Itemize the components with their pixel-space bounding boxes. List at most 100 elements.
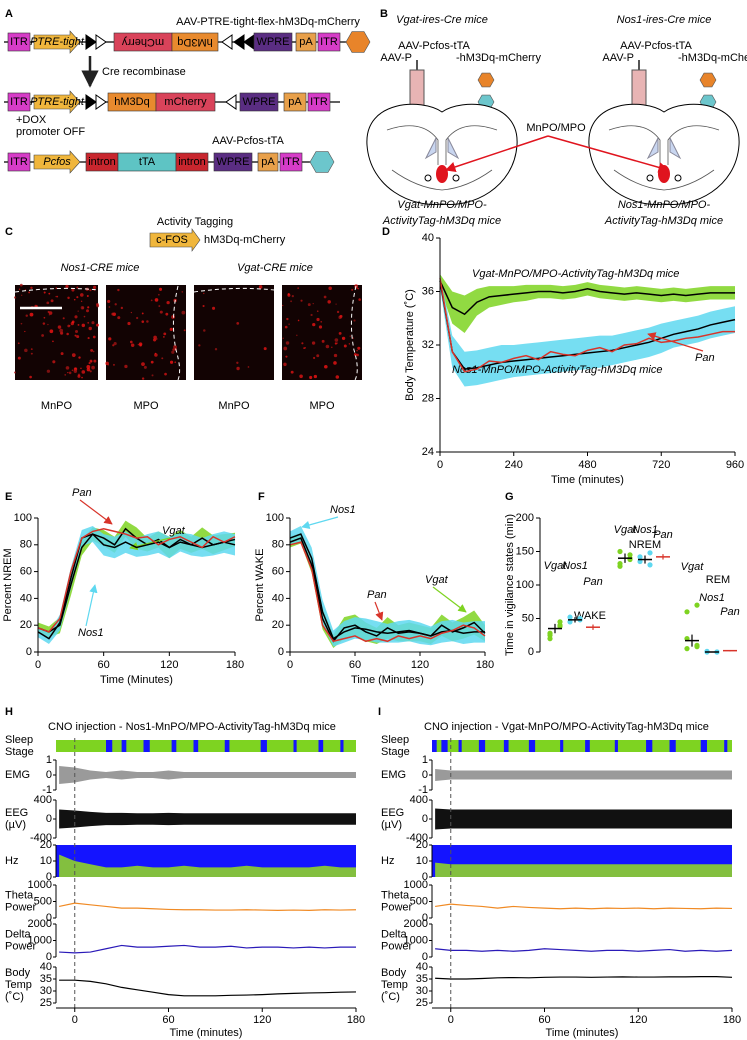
x-tick-label: 0 [448,1014,454,1026]
x-tick-label: 60 [538,1014,550,1026]
x-tick-label: 0 [437,459,443,471]
cell-signal [71,369,74,372]
row-label: Hz [381,855,394,867]
y-axis-label: Time in vigilance states (min) [504,514,516,656]
loxp [85,94,97,110]
cell-signal [296,334,298,337]
x-tick-label: 60 [162,1014,174,1026]
cell-signal [114,303,117,306]
cell-signal [127,321,131,326]
y-tick-label: 0 [46,951,52,963]
y-tick-label: 20 [272,619,284,631]
row-label: (˚C) [5,991,24,1003]
stage-epoch [614,740,618,752]
y-tick-label: 2000 [404,918,428,930]
row-label: EMG [5,769,30,781]
stage-background [432,740,732,752]
element-label: ITR [10,156,28,168]
y-tick-label: -400 [30,832,52,844]
y-tick-label: 100 [14,512,32,524]
y-tick-label: 10 [40,855,52,867]
x-tick-label: 720 [652,459,670,471]
cell-signal [151,374,154,377]
x-axis-label: Time (minutes) [546,1027,619,1039]
element-box [257,152,279,172]
y-tick-label: 0 [46,813,52,825]
cell-signal [351,288,354,291]
cell-signal [29,375,32,379]
cell-signal [81,323,86,328]
cell-signal [171,350,175,354]
data-point [557,619,563,625]
ventricle [646,137,682,160]
element-label: mCherry [121,36,164,48]
y-tick-label: 30 [40,985,52,997]
cell-signal [76,296,79,299]
landmark [646,174,654,182]
row-label: EEG [5,807,28,819]
cell-signal [283,346,288,351]
y-tick-label: 50 [522,612,534,624]
cell-signal [86,364,91,369]
cell-signal [202,304,205,308]
y-tick-label: 500 [410,895,428,907]
virus-name: AAV-P [602,52,634,64]
element-box [283,92,307,112]
cell-signal [81,370,86,374]
cell-signal [74,334,77,337]
x-tick-label: 0 [35,659,41,671]
cell-signal [320,320,323,323]
y-tick-label: 28 [422,392,434,404]
promoter-label: c-FOS [156,234,188,246]
series-line [439,280,735,316]
x-tick-label: 60 [98,659,110,671]
row-label: EMG [381,769,406,781]
trace-title: CNO injection - Nos1-MnPO/MPO-ActivityTa… [48,721,336,733]
data-point [647,562,653,568]
cell-signal [124,364,128,369]
annotation-arrow [647,332,704,352]
cell-signal [89,289,92,292]
cell-signal [141,377,145,380]
row-label: (µV) [5,819,26,831]
stage-epoch [585,740,590,752]
y-tick-label: 0 [46,912,52,924]
element-label: tTA [139,156,156,168]
cell-signal [331,346,333,348]
element-label: pA [299,36,313,48]
brain-outline [588,103,740,205]
trace-line [59,979,357,997]
micrograph [282,285,362,380]
stage-epoch [503,740,509,752]
tissue-edge [350,285,358,381]
cell-signal [146,320,149,323]
cell-signal [291,294,294,298]
cell-signal [297,287,299,289]
cell-signal [76,335,80,339]
cell-signal [77,310,79,312]
cell-signal [162,336,165,338]
row-label: Body [5,967,31,979]
y-tick-label: 20 [20,619,32,631]
y-tick-label: 400 [34,794,52,806]
category-label: NREM [629,539,661,551]
cell-signal [312,302,314,305]
cell-signal [64,373,67,376]
loxp [95,94,107,110]
series-label: Pan [72,487,92,499]
element-box [279,152,303,172]
cell-signal [356,353,359,357]
y-tick-label: 400 [410,794,428,806]
error-band [290,526,485,647]
group-title: Nos1-ires-Cre mice [617,14,712,26]
row-label: Power [5,901,37,913]
series-line [439,278,735,373]
cell-signal [316,310,319,312]
series-label: Pan [653,529,673,541]
y-tick-label: 20 [416,839,428,851]
cell-signal [183,329,186,332]
row-label: Stage [5,746,34,758]
cell-signal [300,299,303,302]
group-result: ActivityTag-hM3Dq mice [604,215,723,227]
y-tick-label: 150 [516,545,534,557]
